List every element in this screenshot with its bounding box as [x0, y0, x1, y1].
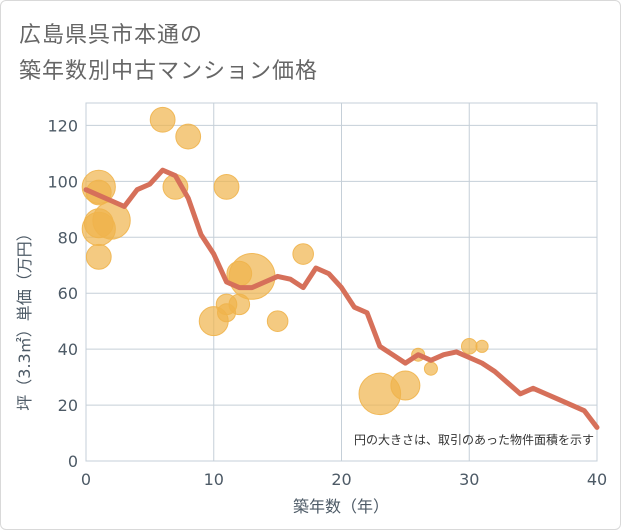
bubble-point	[460, 338, 478, 355]
x-tick-label: 10	[204, 470, 224, 489]
y-tick-labels: 0 20 40 60 80 100 120	[47, 116, 78, 471]
y-tick-label: 100	[47, 172, 78, 191]
y-tick-label: 20	[58, 396, 78, 415]
y-tick-label: 120	[47, 116, 78, 135]
y-tick-label: 40	[58, 340, 78, 359]
bubble-point	[175, 123, 202, 150]
trend-line	[83, 167, 600, 430]
x-tick-label: 20	[331, 470, 351, 489]
bubble-point	[213, 174, 240, 200]
bubble-point	[149, 106, 176, 133]
y-tick-label: 60	[58, 284, 78, 303]
chart-note: 円の大きさは、取引のあった物件面積を示す	[354, 432, 594, 447]
y-tick-label: 80	[58, 228, 78, 247]
bubble-layer	[81, 106, 489, 416]
bubble-point	[85, 243, 112, 270]
y-tick-label: 0	[68, 452, 78, 471]
x-axis-title: 築年数（年）	[293, 497, 389, 516]
chart-title-line1: 広島県呉市本通の	[19, 23, 204, 48]
bubble-point	[390, 370, 421, 401]
bubble-point	[266, 310, 289, 332]
y-axis-title: 坪（3.3㎡）単価（万円）	[15, 225, 34, 410]
bubble-point	[292, 243, 314, 265]
x-tick-labels: 0 10 20 30 40	[81, 470, 607, 489]
trend-line-layer	[83, 167, 600, 430]
chart-title-line2: 築年数別中古マンション価格	[19, 59, 319, 84]
bubble-point	[475, 339, 489, 353]
x-tick-label: 40	[587, 470, 607, 489]
bubble-point	[228, 253, 276, 300]
x-tick-label: 0	[81, 470, 91, 489]
bubble-point	[423, 361, 438, 376]
x-tick-label: 30	[459, 470, 479, 489]
